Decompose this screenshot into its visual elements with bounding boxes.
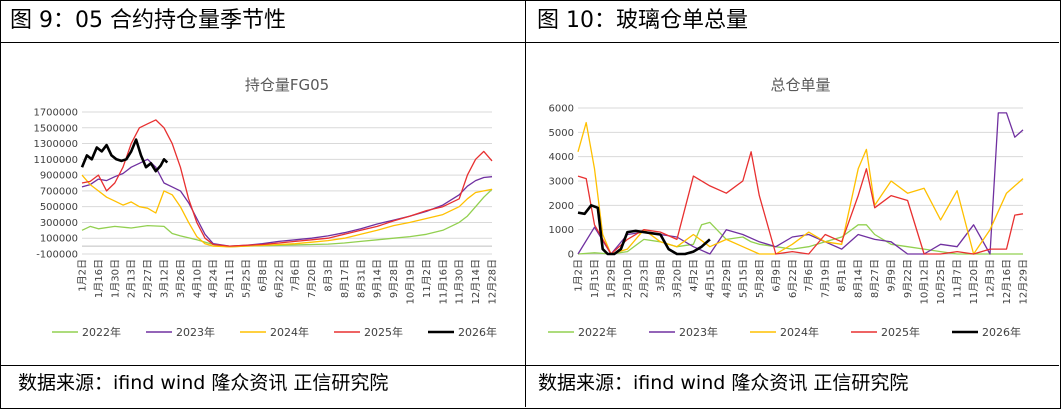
x-tick-label: 4月2日 — [688, 259, 700, 292]
x-tick-label: 8月17日 — [339, 259, 351, 298]
series-line-0 — [81, 188, 493, 248]
x-tick-label: 11月30日 — [454, 259, 466, 304]
x-tick-label: 12月3日 — [985, 259, 997, 298]
source-note-right: 数据来源：ifind wind 隆众资讯 正信研究院 — [538, 372, 909, 394]
x-tick-label: 4月15日 — [704, 259, 716, 298]
chart-title: 总仓单量 — [770, 76, 830, 94]
y-tick-label: 100000 — [40, 234, 78, 245]
x-tick-label: 1月16日 — [93, 259, 105, 298]
source-row-divider — [0, 365, 1059, 366]
chart-title: 持仓量FG05 — [245, 76, 329, 94]
x-tick-label: 6月22日 — [787, 259, 799, 298]
x-tick-label: 6月8日 — [257, 259, 269, 292]
legend-label-4: 2026年 — [458, 325, 497, 339]
legend-label-0: 2022年 — [578, 325, 617, 339]
x-tick-label: 9月28日 — [388, 259, 400, 298]
series-line-4 — [80, 138, 169, 173]
panel-title-right: 图 10：玻璃仓单总量 — [537, 8, 748, 33]
x-tick-label: 8月14日 — [853, 259, 865, 298]
series-line-2 — [81, 174, 493, 248]
x-tick-label: 3月26日 — [175, 259, 187, 298]
chart-open-interest-fg05: 持仓量FG05 -100000 100000 300000 500000 700000 90… — [33, 76, 499, 339]
series-line-4 — [577, 204, 711, 256]
x-tick-label: 12月16日 — [1001, 259, 1013, 304]
x-tick-label: 1月15日 — [589, 259, 601, 298]
x-tick-label: 10月25日 — [935, 259, 947, 304]
y-tick-label: 300000 — [40, 218, 78, 229]
x-tick-label: 5月25日 — [241, 259, 253, 298]
x-tick-label: 2月10日 — [622, 259, 634, 298]
y-tick-label: 5000 — [549, 128, 574, 139]
x-tick-label: 4月29日 — [721, 259, 733, 298]
y-tick-label: 1100000 — [33, 155, 78, 166]
x-tick-label: 5月28日 — [754, 259, 766, 298]
x-tick-label: 11月2日 — [421, 259, 433, 298]
x-tick-label: 12月28日 — [487, 259, 499, 304]
y-tick-label: 6000 — [549, 104, 574, 115]
x-tick-label: 9月9日 — [886, 259, 898, 292]
x-tick-label: 1月30日 — [109, 259, 121, 298]
y-tick-label: -100000 — [36, 250, 78, 261]
source-note-left: 数据来源：ifind wind 隆众资讯 正信研究院 — [18, 372, 389, 394]
x-tick-label: 1月2日 — [77, 259, 89, 292]
panel-title-left: 图 9：05 合约持仓量季节性 — [10, 8, 286, 33]
y-tick-label: 700000 — [40, 186, 78, 197]
legend-label-2: 2024年 — [780, 325, 819, 339]
x-tick-label: 10月19日 — [405, 259, 417, 304]
x-tick-label: 8月1日 — [836, 259, 848, 292]
x-tick-label: 9月22日 — [902, 259, 914, 298]
x-tick-label: 11月20日 — [968, 259, 980, 304]
x-tick-label: 8月27日 — [869, 259, 881, 298]
x-tick-label: 11月7日 — [952, 259, 964, 298]
series-line-3 — [577, 151, 1024, 255]
y-tick-label: 0 — [568, 250, 574, 261]
x-tick-label: 10月12日 — [919, 259, 931, 304]
x-tick-label: 6月9日 — [770, 259, 782, 292]
x-tick-label: 8月31日 — [355, 259, 367, 298]
x-tick-label: 3月20日 — [671, 259, 683, 298]
x-tick-label: 11月16日 — [437, 259, 449, 304]
x-tick-label: 5月15日 — [737, 259, 749, 298]
x-tick-label: 1月2日 — [573, 259, 585, 292]
x-tick-label: 7月20日 — [306, 259, 318, 298]
x-tick-label: 1月29日 — [605, 259, 617, 298]
x-tick-label: 3月12日 — [159, 259, 171, 298]
legend-label-3: 2025年 — [364, 325, 403, 339]
x-tick-label: 12月29日 — [1018, 259, 1030, 304]
x-tick-label: 2月23日 — [638, 259, 650, 298]
series-line-2 — [577, 121, 1024, 255]
x-tick-label: 7月6日 — [290, 259, 302, 292]
series-line-3 — [81, 119, 493, 247]
y-tick-label: 3000 — [549, 177, 574, 188]
x-tick-label: 2月13日 — [126, 259, 138, 298]
legend-label-1: 2023年 — [679, 325, 718, 339]
y-tick-label: 1500000 — [33, 123, 78, 134]
x-tick-label: 7月19日 — [820, 259, 832, 298]
legend-label-4: 2026年 — [982, 325, 1021, 339]
y-tick-label: 1000 — [549, 225, 574, 236]
title-row-divider — [0, 42, 1059, 43]
y-tick-label: 4000 — [549, 152, 574, 163]
x-tick-label: 5月11日 — [224, 259, 236, 298]
legend-label-2: 2024年 — [270, 325, 309, 339]
y-tick-label: 1300000 — [33, 139, 78, 150]
x-tick-label: 2月27日 — [142, 259, 154, 298]
y-tick-label: 2000 — [549, 201, 574, 212]
y-tick-label: 900000 — [40, 171, 78, 182]
x-tick-label: 4月24日 — [208, 259, 220, 298]
x-tick-label: 9月14日 — [372, 259, 384, 298]
x-tick-label: 6月22日 — [273, 259, 285, 298]
x-tick-label: 4月10日 — [191, 259, 203, 298]
x-tick-label: 3月8日 — [655, 259, 667, 292]
x-tick-label: 12月14日 — [470, 259, 482, 304]
y-tick-label: 1700000 — [33, 108, 78, 119]
y-tick-label: 500000 — [40, 202, 78, 213]
legend-label-1: 2023年 — [176, 325, 215, 339]
legend-label-3: 2025年 — [881, 325, 920, 339]
chart-total-warehouse-receipts: 总仓单量 0 1000 2000 3000 4000 5000 6000 1月2日 1月15日 1月… — [548, 76, 1030, 339]
legend-label-0: 2022年 — [82, 325, 121, 339]
x-tick-label: 7月6日 — [803, 259, 815, 292]
panel-divider — [525, 0, 526, 407]
x-tick-label: 8月3日 — [323, 259, 335, 292]
